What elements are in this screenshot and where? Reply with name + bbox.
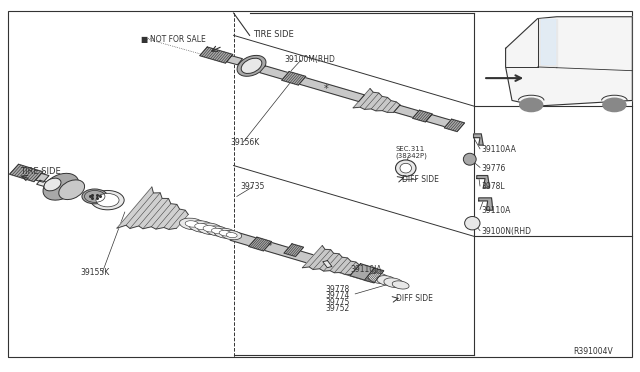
Ellipse shape xyxy=(211,228,224,234)
Text: 39155K: 39155K xyxy=(80,268,109,277)
Ellipse shape xyxy=(368,273,390,283)
Polygon shape xyxy=(479,198,493,210)
Text: *: * xyxy=(268,242,272,251)
Text: 39735: 39735 xyxy=(241,182,265,191)
Ellipse shape xyxy=(43,173,79,200)
Text: TIRE SIDE: TIRE SIDE xyxy=(20,167,61,176)
Text: 39110JA: 39110JA xyxy=(351,265,382,274)
Polygon shape xyxy=(282,71,306,85)
Polygon shape xyxy=(200,47,233,63)
Ellipse shape xyxy=(219,230,232,236)
Polygon shape xyxy=(10,164,43,182)
Polygon shape xyxy=(353,89,400,112)
Ellipse shape xyxy=(465,217,480,230)
Text: 3978L: 3978L xyxy=(481,182,505,191)
Polygon shape xyxy=(350,264,376,280)
Ellipse shape xyxy=(221,230,242,240)
Text: 39752: 39752 xyxy=(325,304,349,313)
Text: 39156K: 39156K xyxy=(230,138,260,147)
Ellipse shape xyxy=(189,221,214,232)
Text: 39110A: 39110A xyxy=(481,206,511,215)
Polygon shape xyxy=(260,66,364,102)
Polygon shape xyxy=(477,176,490,188)
Polygon shape xyxy=(394,105,425,119)
Text: 39778: 39778 xyxy=(325,285,349,294)
Polygon shape xyxy=(413,110,432,122)
Polygon shape xyxy=(36,173,49,182)
Ellipse shape xyxy=(237,55,266,76)
Text: ■···: ■··· xyxy=(141,35,155,44)
Text: 39775: 39775 xyxy=(325,298,349,307)
Text: R391004V: R391004V xyxy=(573,347,612,356)
Ellipse shape xyxy=(226,232,237,238)
Ellipse shape xyxy=(82,189,108,204)
Text: 39110AA: 39110AA xyxy=(481,145,516,154)
Polygon shape xyxy=(538,19,557,67)
Text: *: * xyxy=(324,84,329,94)
Text: TIRE SIDE: TIRE SIDE xyxy=(253,31,294,39)
Ellipse shape xyxy=(180,218,204,230)
Text: NOT FOR SALE: NOT FOR SALE xyxy=(150,35,206,44)
Polygon shape xyxy=(249,237,271,251)
Text: DIFF SIDE: DIFF SIDE xyxy=(396,294,433,303)
Polygon shape xyxy=(506,17,632,106)
Polygon shape xyxy=(284,244,303,257)
Polygon shape xyxy=(426,115,457,129)
Bar xyxy=(8,11,234,357)
Ellipse shape xyxy=(185,221,199,227)
Text: 39100M(RHD: 39100M(RHD xyxy=(285,55,335,64)
Ellipse shape xyxy=(195,223,209,230)
Ellipse shape xyxy=(392,281,409,289)
Ellipse shape xyxy=(91,190,124,210)
Text: 39774: 39774 xyxy=(325,291,349,300)
Text: 39100N(RHD: 39100N(RHD xyxy=(481,227,531,236)
Polygon shape xyxy=(474,134,483,145)
Circle shape xyxy=(520,98,543,112)
Polygon shape xyxy=(117,187,188,230)
Ellipse shape xyxy=(207,226,228,236)
Ellipse shape xyxy=(96,193,119,207)
Polygon shape xyxy=(36,180,48,186)
Ellipse shape xyxy=(396,160,416,176)
Text: SEC.311
(38342P): SEC.311 (38342P) xyxy=(396,146,428,159)
Ellipse shape xyxy=(241,58,262,74)
Ellipse shape xyxy=(214,228,236,238)
Ellipse shape xyxy=(44,178,61,191)
Polygon shape xyxy=(444,119,465,132)
Polygon shape xyxy=(541,19,555,64)
Circle shape xyxy=(603,98,626,112)
Polygon shape xyxy=(227,56,243,65)
Polygon shape xyxy=(364,268,384,283)
Polygon shape xyxy=(323,260,332,268)
Ellipse shape xyxy=(463,153,476,165)
Polygon shape xyxy=(230,232,371,280)
Ellipse shape xyxy=(384,278,403,288)
Text: 39776: 39776 xyxy=(481,164,506,173)
Ellipse shape xyxy=(198,223,222,235)
Ellipse shape xyxy=(400,163,412,173)
Ellipse shape xyxy=(203,225,217,232)
Ellipse shape xyxy=(59,180,84,199)
Polygon shape xyxy=(302,246,360,275)
Ellipse shape xyxy=(377,276,396,285)
Text: DIFF SIDE: DIFF SIDE xyxy=(402,175,439,184)
